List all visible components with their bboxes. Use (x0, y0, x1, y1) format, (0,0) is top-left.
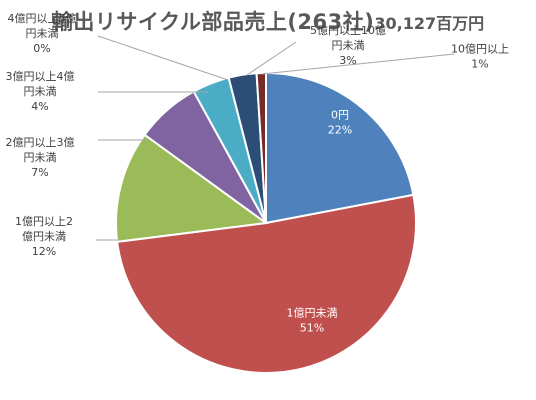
data-label-percent-slice-4: 7% (31, 166, 48, 179)
data-label-category-slice-7-line-1: 5億円以上10億 (310, 24, 386, 37)
data-label-percent-slice-5: 4% (31, 100, 48, 113)
leader-line-slice-6 (97, 35, 229, 81)
data-label-category-slice-8-line-1: 10億円以上 (451, 43, 509, 56)
pie-slice-2 (116, 193, 417, 374)
data-label-category-slice-5-line-2: 円未満 (24, 85, 57, 98)
pie-slices (115, 71, 417, 374)
data-label-category-slice-6-line-2: 円未満 (26, 27, 59, 40)
data-label-category-slice-3-line-1: 1億円以上2 (15, 215, 73, 228)
data-label-category-slice-7-line-2: 円未満 (332, 39, 365, 52)
data-label-percent-slice-1: 22% (328, 124, 352, 137)
data-label-percent-slice-7: 3% (339, 54, 356, 67)
pie-slice-8 (255, 71, 267, 224)
data-label-percent-slice-2: 51% (300, 322, 324, 335)
chart-subtitle: 30,127百万円 (374, 14, 485, 33)
data-label-category-slice-4-line-1: 2億円以上3億 (6, 136, 75, 149)
data-label-percent-slice-3: 12% (32, 245, 56, 258)
data-label-percent-slice-6: 0% (33, 42, 50, 55)
data-labels: 0円22%1億円未満51%1億円以上2億円未満12%2億円以上3億円未満7%3億… (6, 12, 510, 335)
data-label-category-slice-4-line-2: 円未満 (24, 151, 57, 164)
data-label-category-slice-5-line-1: 3億円以上4億 (6, 70, 75, 83)
leader-lines (96, 35, 455, 241)
leader-line-slice-8 (261, 53, 455, 75)
chart-title: 輸出リサイクル部品売上(263社)30,127百万円 (0, 6, 536, 36)
data-label-category-slice-6-line-1: 4億円以上5億 (8, 12, 77, 25)
pie-slice-1 (265, 71, 415, 225)
data-label-category-slice-3-line-2: 億円未満 (22, 230, 66, 243)
leader-line-slice-7 (246, 41, 297, 76)
data-label-percent-slice-8: 1% (471, 58, 488, 71)
data-label-category-slice-1-line-1: 0円 (331, 109, 349, 122)
data-label-category-slice-2-line-1: 1億円未満 (287, 307, 338, 320)
chart-title-main: 輸出リサイクル部品売上(263社) (51, 10, 375, 34)
